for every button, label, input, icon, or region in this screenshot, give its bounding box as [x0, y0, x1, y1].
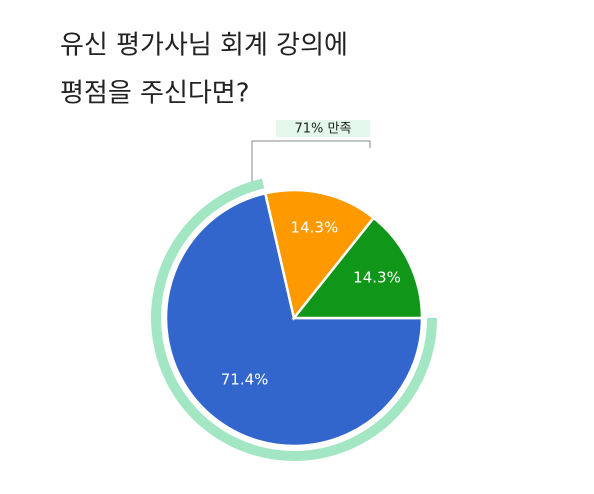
highlight-ring	[151, 178, 437, 461]
pie-slice	[263, 188, 376, 321]
slice-label: 14.3%	[353, 268, 401, 286]
annotation-highlight	[276, 120, 370, 137]
annotation-leader	[251, 140, 371, 182]
chart-title: 평점을 주신다면?	[60, 79, 250, 109]
slice-label: 71.4%	[221, 371, 269, 389]
chart-title: 유신 평가사님 회계 강의에	[60, 31, 348, 61]
annotation: 71% 만족	[295, 122, 352, 137]
slice-label: 14.3%	[291, 219, 339, 237]
pie-slice	[291, 216, 424, 320]
